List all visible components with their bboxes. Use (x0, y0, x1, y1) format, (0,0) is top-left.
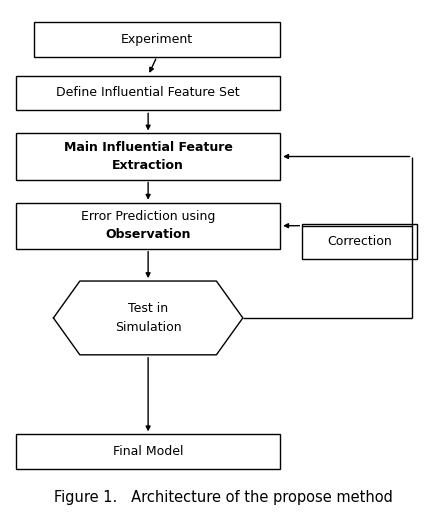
Polygon shape (54, 281, 243, 355)
FancyBboxPatch shape (16, 76, 280, 110)
Text: Figure 1.   Architecture of the propose method: Figure 1. Architecture of the propose me… (54, 490, 392, 505)
Text: Observation: Observation (105, 228, 191, 241)
Text: Final Model: Final Model (113, 445, 183, 458)
Text: Main Influential Feature: Main Influential Feature (64, 141, 232, 154)
FancyBboxPatch shape (16, 203, 280, 249)
Text: Correction: Correction (327, 235, 392, 248)
Text: Experiment: Experiment (121, 33, 193, 46)
FancyBboxPatch shape (302, 224, 417, 259)
Text: Extraction: Extraction (112, 159, 184, 172)
FancyBboxPatch shape (16, 434, 280, 469)
Text: Define Influential Feature Set: Define Influential Feature Set (56, 87, 240, 99)
FancyBboxPatch shape (16, 134, 280, 180)
FancyBboxPatch shape (33, 22, 280, 56)
Text: Simulation: Simulation (115, 321, 182, 334)
Text: Error Prediction using: Error Prediction using (81, 210, 215, 223)
Text: Test in: Test in (128, 302, 168, 315)
